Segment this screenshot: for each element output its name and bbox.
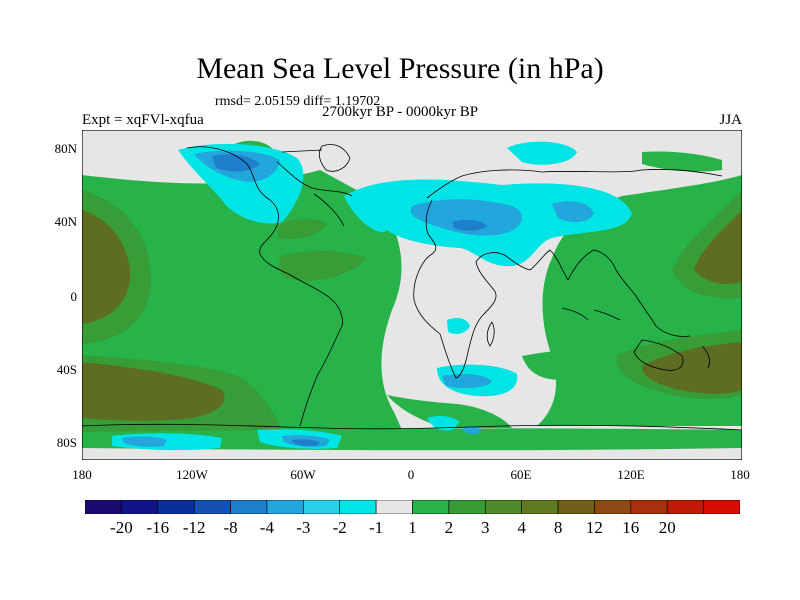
colorbar-label: 16 — [622, 518, 640, 537]
positive-anomaly-2-3 — [82, 140, 742, 451]
x-tick-0: 0 — [407, 467, 415, 482]
colorbar-segment — [339, 500, 377, 514]
colorbar-segment — [703, 500, 740, 514]
colorbar-segment — [157, 500, 195, 514]
colorbar-segment — [666, 500, 704, 514]
x-tick-180w: 180 — [72, 467, 92, 482]
experiment-label: Expt = xqFVl-xqfua — [82, 112, 204, 128]
y-tick-0: 0 — [70, 289, 78, 304]
y-tick-40s: 40S — [56, 362, 77, 377]
colorbar-segment — [594, 500, 632, 514]
x-tick-60e: 60E — [510, 467, 532, 482]
colorbar-segment — [521, 500, 559, 514]
colorbar-label: -3 — [296, 518, 311, 537]
coastline — [82, 144, 742, 431]
x-tick-60w: 60W — [290, 467, 316, 482]
colorbar-label: -8 — [223, 518, 238, 537]
colorbar-label: 4 — [517, 518, 526, 537]
plot-title: Mean Sea Level Pressure (in hPa) — [196, 52, 604, 85]
colorbar-label: -20 — [110, 518, 133, 537]
plot-subtitle: 2700kyr BP - 0000kyr BP — [322, 104, 479, 120]
colorbar-label: -12 — [182, 518, 206, 537]
colorbar — [85, 500, 740, 514]
colorbar-label: -16 — [146, 518, 170, 537]
pressure-anomaly-map — [82, 130, 742, 460]
x-tick-120e: 120E — [617, 467, 645, 482]
y-tick-80n: 80N — [54, 141, 77, 156]
colorbar-label: 8 — [553, 518, 563, 537]
colorbar-label: 20 — [658, 518, 676, 537]
colorbar-label: 3 — [481, 518, 490, 537]
positive-anomaly-4-8 — [82, 210, 742, 421]
colorbar-segment — [448, 500, 486, 514]
colorbar-segment — [121, 500, 159, 514]
colorbar-segment — [412, 500, 450, 514]
colorbar-segment — [85, 500, 122, 514]
stats-text: rmsd= 2.05159 diff= 1.19702 — [215, 94, 381, 109]
colorbar-segment — [557, 500, 595, 514]
colorbar-label: 1 — [408, 518, 417, 537]
colorbar-segment — [266, 500, 304, 514]
colorbar-segment — [193, 500, 231, 514]
negative-anomaly-3-4 — [212, 154, 487, 447]
colorbar-segment — [230, 500, 268, 514]
colorbar-segment — [375, 500, 413, 514]
colorbar-label: -4 — [259, 518, 274, 537]
colorbar-label: -2 — [332, 518, 347, 537]
colorbar-segment — [630, 500, 668, 514]
colorbar-label: 2 — [444, 518, 454, 537]
x-tick-120w: 120W — [176, 467, 208, 482]
season-label: JJA — [719, 112, 742, 128]
y-tick-40n: 40N — [54, 214, 77, 229]
colorbar-segment — [484, 500, 522, 514]
x-tick-180e: 180 — [730, 467, 750, 482]
colorbar-segment — [303, 500, 341, 514]
colorbar-label: -1 — [369, 518, 384, 537]
y-tick-80s: 80S — [56, 435, 77, 450]
colorbar-label: 12 — [585, 518, 603, 537]
